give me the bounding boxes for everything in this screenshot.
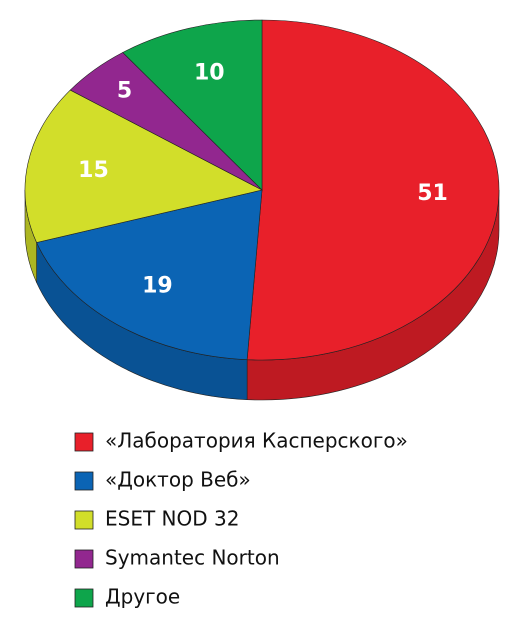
- value-label: 10: [194, 61, 225, 86]
- legend-label: «Доктор Веб»: [105, 468, 251, 492]
- legend-swatch: [74, 471, 94, 491]
- value-label: 19: [142, 274, 173, 299]
- slice: [246, 19, 500, 361]
- value-label: 5: [117, 78, 132, 103]
- legend-swatch: [74, 432, 94, 452]
- slice: [24, 89, 263, 243]
- legend-label: Другое: [105, 585, 180, 609]
- legend-swatch: [74, 510, 94, 530]
- legend-label: ESET NOD 32: [105, 507, 239, 531]
- slice: [36, 189, 263, 360]
- legend-swatch: [74, 588, 94, 608]
- slice: [122, 19, 263, 191]
- legend-label: «Лаборатория Касперского»: [105, 429, 408, 453]
- legend-swatch: [74, 549, 94, 569]
- legend-label: Symantec Norton: [105, 546, 280, 570]
- value-label: 15: [78, 158, 109, 183]
- value-label: 51: [417, 181, 448, 206]
